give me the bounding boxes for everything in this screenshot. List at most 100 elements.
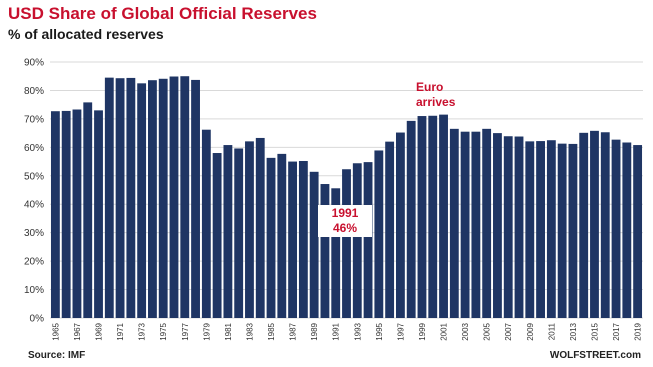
bar-1981 xyxy=(223,145,233,318)
bar-1991 xyxy=(331,188,341,318)
x-tick-label: 1999 xyxy=(418,322,427,340)
x-tick-label: 1985 xyxy=(267,322,276,340)
x-tick-label: 1997 xyxy=(396,322,405,340)
bar-2019 xyxy=(633,145,643,318)
bar-2000 xyxy=(428,115,438,318)
x-tick-label: 2017 xyxy=(612,322,621,340)
bar-2003 xyxy=(460,131,470,318)
bar-1993 xyxy=(352,163,362,318)
x-tick-label: 1983 xyxy=(245,322,254,340)
y-tick-label: 90% xyxy=(24,58,44,69)
bar-1976 xyxy=(169,76,179,318)
bar-1972 xyxy=(126,77,136,319)
bars xyxy=(50,76,643,319)
x-tick-label: 1995 xyxy=(375,322,384,340)
x-tick-label: 2019 xyxy=(634,322,643,340)
bar-2007 xyxy=(503,136,513,318)
x-tick-label: 2009 xyxy=(526,322,535,340)
bar-1992 xyxy=(342,169,351,318)
bar-1980 xyxy=(212,153,222,318)
y-tick-label: 0% xyxy=(30,314,45,325)
bar-2017 xyxy=(611,139,621,318)
x-tick-label: 2013 xyxy=(569,322,578,340)
x-tick-label: 2011 xyxy=(547,322,556,340)
bar-1979 xyxy=(201,129,211,318)
bar-1973 xyxy=(137,83,147,318)
x-tick-label: 1987 xyxy=(289,322,298,340)
bar-1999 xyxy=(417,116,427,318)
bar-1978 xyxy=(191,79,200,318)
x-tick-label: 2005 xyxy=(483,322,492,340)
bar-1988 xyxy=(298,160,308,318)
bar-2008 xyxy=(514,136,524,318)
bar-1990 xyxy=(320,184,330,318)
bar-1984 xyxy=(255,137,265,318)
bar-1975 xyxy=(158,78,168,318)
x-tick-label: 1989 xyxy=(310,322,319,340)
bar-1996 xyxy=(385,141,395,318)
y-tick-label: 60% xyxy=(24,143,44,154)
bar-1986 xyxy=(277,153,287,318)
bar-2009 xyxy=(525,141,535,318)
bar-1997 xyxy=(395,132,405,318)
bar-1965 xyxy=(50,111,60,319)
x-tick-label: 1965 xyxy=(51,322,60,340)
annotation-1991-line2: 46% xyxy=(332,221,358,235)
bar-2006 xyxy=(493,133,502,318)
bar-2004 xyxy=(471,131,481,318)
x-tick-label: 1971 xyxy=(116,322,125,340)
y-tick-label: 10% xyxy=(24,285,44,296)
x-tick-label: 2003 xyxy=(461,322,470,340)
bar-1966 xyxy=(61,110,71,318)
bar-1983 xyxy=(245,141,254,318)
y-tick-label: 50% xyxy=(24,171,44,182)
bar-1974 xyxy=(148,80,157,318)
bar-2015 xyxy=(590,130,599,318)
bar-1971 xyxy=(115,78,125,319)
x-tick-label: 1975 xyxy=(159,322,168,340)
bar-1987 xyxy=(288,161,298,318)
x-tick-label: 2007 xyxy=(504,322,513,340)
annotation-euro-line1: Euro xyxy=(416,80,444,94)
bar-2012 xyxy=(557,143,567,318)
bar-2001 xyxy=(439,114,448,319)
bar-1982 xyxy=(234,148,244,318)
bar-1977 xyxy=(180,76,190,318)
x-axis-ticks: 1965 1967 1969 1971 1973 1975 1977 1979 1981 1983… xyxy=(51,322,642,340)
x-tick-label: 1967 xyxy=(73,322,82,340)
bar-2013 xyxy=(568,143,578,318)
x-tick-label: 1981 xyxy=(224,322,233,340)
x-tick-label: 1979 xyxy=(202,322,211,340)
bar-1969 xyxy=(94,110,103,318)
x-tick-label: 1969 xyxy=(95,322,104,340)
bar-1968 xyxy=(83,102,93,318)
bar-2002 xyxy=(449,128,459,318)
x-tick-label: 1973 xyxy=(138,322,147,340)
bar-1967 xyxy=(72,109,82,318)
annotation-1991-line1: 1991 xyxy=(331,206,359,220)
chart-subtitle: % of allocated reserves xyxy=(8,26,164,42)
bar-2010 xyxy=(536,141,545,318)
bar-2016 xyxy=(600,132,610,318)
bar-1970 xyxy=(104,77,114,318)
bar-2011 xyxy=(546,140,556,318)
annotation-euro-arrives: Euro arrives xyxy=(416,80,455,110)
y-tick-label: 30% xyxy=(24,228,44,239)
annotation-1991-low: 1991 46% xyxy=(318,205,372,237)
x-tick-label: 1977 xyxy=(181,322,190,340)
x-tick-label: 2015 xyxy=(590,322,599,340)
bar-2005 xyxy=(482,128,492,318)
x-tick-label: 1991 xyxy=(332,322,341,340)
bar-1995 xyxy=(374,150,384,318)
y-tick-label: 40% xyxy=(24,200,44,211)
y-tick-label: 70% xyxy=(24,114,44,125)
y-axis-ticks: 0% 10% 20% 30% 40% 50% 60% 70% 80% 90% xyxy=(24,58,44,325)
source-note: Source: IMF xyxy=(28,350,86,361)
bar-2014 xyxy=(579,132,589,318)
x-tick-label: 2001 xyxy=(440,322,449,340)
bar-1998 xyxy=(406,120,416,318)
credit-note: WOLFSTREET.com xyxy=(549,350,641,361)
chart-title: USD Share of Global Official Reserves xyxy=(8,4,317,23)
y-tick-label: 20% xyxy=(24,257,44,268)
